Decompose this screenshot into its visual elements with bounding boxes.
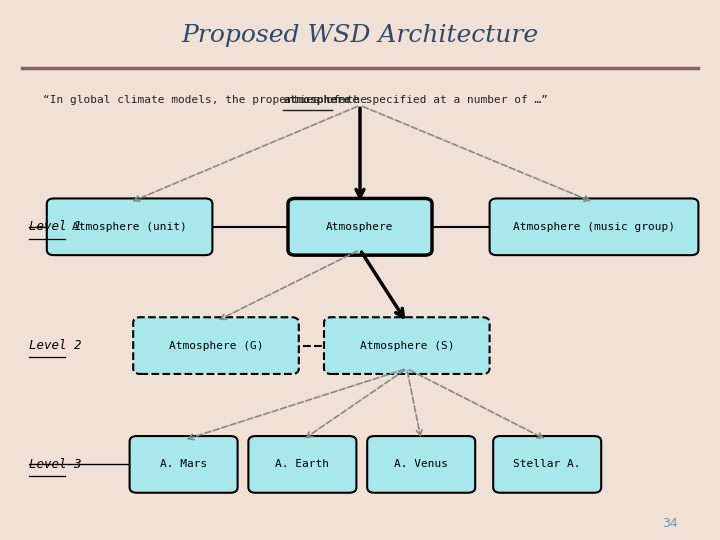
Text: are specified at a number of …”: are specified at a number of …” xyxy=(332,95,548,105)
FancyBboxPatch shape xyxy=(248,436,356,492)
Text: Stellar A.: Stellar A. xyxy=(513,460,581,469)
FancyBboxPatch shape xyxy=(493,436,601,492)
Text: Atmosphere (S): Atmosphere (S) xyxy=(359,341,454,350)
Text: A. Venus: A. Venus xyxy=(395,460,448,469)
Text: A. Mars: A. Mars xyxy=(160,460,207,469)
FancyBboxPatch shape xyxy=(324,317,490,374)
Text: “In global climate models, the properties of the: “In global climate models, the propertie… xyxy=(43,95,374,105)
Text: atmosphere: atmosphere xyxy=(283,95,351,105)
FancyBboxPatch shape xyxy=(133,317,299,374)
Text: Proposed WSD Architecture: Proposed WSD Architecture xyxy=(181,24,539,46)
FancyBboxPatch shape xyxy=(130,436,238,492)
Text: Atmosphere: Atmosphere xyxy=(326,222,394,232)
Text: Atmosphere (G): Atmosphere (G) xyxy=(168,341,264,350)
Text: Level 2: Level 2 xyxy=(29,339,81,352)
Text: Atmosphere (unit): Atmosphere (unit) xyxy=(72,222,187,232)
Text: Atmosphere (music group): Atmosphere (music group) xyxy=(513,222,675,232)
Text: Level 3: Level 3 xyxy=(29,458,81,471)
Text: A. Earth: A. Earth xyxy=(275,460,329,469)
Text: Level 1: Level 1 xyxy=(29,220,81,233)
FancyBboxPatch shape xyxy=(367,436,475,492)
Text: 34: 34 xyxy=(662,517,678,530)
FancyBboxPatch shape xyxy=(47,199,212,255)
FancyBboxPatch shape xyxy=(288,199,432,255)
FancyBboxPatch shape xyxy=(490,199,698,255)
